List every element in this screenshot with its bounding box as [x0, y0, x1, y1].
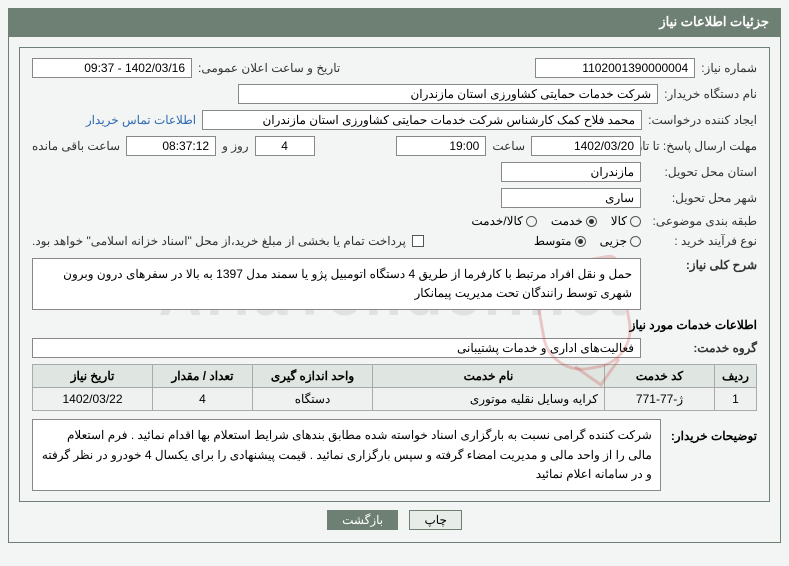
city-label: شهر محل تحویل: — [647, 191, 757, 205]
need-number-label: شماره نیاز: — [701, 61, 757, 75]
outer-frame: شماره نیاز: 1102001390000004 تاریخ و ساع… — [8, 36, 781, 543]
col-header-name: نام خدمت — [373, 365, 605, 388]
cell-radif: 1 — [715, 388, 757, 411]
province-value: مازندران — [501, 162, 641, 182]
city-value: ساری — [501, 188, 641, 208]
process-option-label: متوسط — [534, 234, 572, 248]
details-panel: شماره نیاز: 1102001390000004 تاریخ و ساع… — [19, 47, 770, 502]
radio-icon — [630, 216, 641, 227]
buyer-org-label: نام دستگاه خریدار: — [664, 87, 757, 101]
back-button[interactable]: بازگشت — [327, 510, 398, 530]
row-service-group: گروه خدمت: فعالیت‌های اداری و خدمات پشتی… — [32, 338, 757, 358]
category-radio-group: کالا خدمت کالا/خدمت — [471, 214, 641, 228]
cell-qty: 4 — [153, 388, 253, 411]
page-title: جزئیات اطلاعات نیاز — [659, 14, 769, 29]
cell-code: ژ-77-771 — [605, 388, 715, 411]
service-group-value: فعالیت‌های اداری و خدمات پشتیبانی — [32, 338, 641, 358]
process-option-medium[interactable]: متوسط — [534, 234, 586, 248]
category-option-both[interactable]: کالا/خدمت — [471, 214, 536, 228]
table-header-row: ردیف کد خدمت نام خدمت واحد اندازه گیری ت… — [33, 365, 757, 388]
button-row: چاپ بازگشت — [19, 502, 770, 532]
days-left: 4 — [255, 136, 315, 156]
col-header-radif: ردیف — [715, 365, 757, 388]
radio-icon — [575, 236, 586, 247]
category-option-kala[interactable]: کالا — [611, 214, 641, 228]
col-header-date: تاریخ نیاز — [33, 365, 153, 388]
deadline-time: 19:00 — [396, 136, 486, 156]
radio-icon — [630, 236, 641, 247]
buyer-notes-text: شرکت کننده گرامی نسبت به بارگزاری اسناد … — [32, 419, 661, 491]
cell-name: کرایه وسایل نقلیه موتوری — [373, 388, 605, 411]
hours-left: 08:37:12 — [126, 136, 216, 156]
requester-value: محمد فلاح کمک کارشناس شرکت خدمات حمایتی … — [202, 110, 642, 130]
requester-label: ایجاد کننده درخواست: — [648, 113, 757, 127]
row-process-type: نوع فرآیند خرید : جزیی متوسط پرداخت تمام… — [32, 234, 757, 248]
category-option-label: خدمت — [551, 214, 583, 228]
print-button[interactable]: چاپ — [409, 510, 461, 530]
general-desc-label: شرح کلی نیاز: — [647, 258, 757, 272]
radio-icon — [526, 216, 537, 227]
buyer-notes-label: توضیحات خریدار: — [671, 419, 757, 443]
page-title-bar: جزئیات اطلاعات نیاز — [8, 8, 781, 36]
buyer-contact-link[interactable]: اطلاعات تماس خریدار — [86, 113, 196, 127]
remain-label: ساعت باقی مانده — [32, 139, 120, 153]
col-header-qty: تعداد / مقدار — [153, 365, 253, 388]
general-desc-text: حمل و نقل افراد مرتبط با کارفرما از طریق… — [32, 258, 641, 310]
category-option-label: کالا/خدمت — [471, 214, 522, 228]
row-requester: ایجاد کننده درخواست: محمد فلاح کمک کارشن… — [32, 110, 757, 130]
row-buyer-org: نام دستگاه خریدار: شرکت خدمات حمایتی کشا… — [32, 84, 757, 104]
process-option-label: جزیی — [600, 234, 627, 248]
col-header-code: کد خدمت — [605, 365, 715, 388]
table-row: 1 ژ-77-771 کرایه وسایل نقلیه موتوری دستگ… — [33, 388, 757, 411]
treasury-note: پرداخت تمام یا بخشی از مبلغ خرید،از محل … — [32, 234, 406, 248]
cell-unit: دستگاه — [253, 388, 373, 411]
announce-label: تاریخ و ساعت اعلان عمومی: — [198, 61, 340, 75]
row-city: شهر محل تحویل: ساری — [32, 188, 757, 208]
province-label: استان محل تحویل: — [647, 165, 757, 179]
service-group-label: گروه خدمت: — [647, 341, 757, 355]
row-need-number: شماره نیاز: 1102001390000004 تاریخ و ساع… — [32, 58, 757, 78]
buyer-org-value: شرکت خدمات حمایتی کشاورزی استان مازندران — [238, 84, 658, 104]
announce-value: 1402/03/16 - 09:37 — [32, 58, 192, 78]
radio-icon — [586, 216, 597, 227]
services-table: ردیف کد خدمت نام خدمت واحد اندازه گیری ت… — [32, 364, 757, 411]
category-option-khedmat[interactable]: خدمت — [551, 214, 597, 228]
row-buyer-notes: توضیحات خریدار: شرکت کننده گرامی نسبت به… — [32, 419, 757, 491]
process-label: نوع فرآیند خرید : — [647, 234, 757, 248]
need-number-value: 1102001390000004 — [535, 58, 695, 78]
process-option-minor[interactable]: جزیی — [600, 234, 641, 248]
process-radio-group: جزیی متوسط — [534, 234, 641, 248]
category-label: طبقه بندی موضوعی: — [647, 214, 757, 228]
services-section-title: اطلاعات خدمات مورد نیاز — [32, 318, 757, 332]
row-category: طبقه بندی موضوعی: کالا خدمت کالا/خدمت — [32, 214, 757, 228]
row-province: استان محل تحویل: مازندران — [32, 162, 757, 182]
row-general-desc: شرح کلی نیاز: حمل و نقل افراد مرتبط با ک… — [32, 258, 757, 310]
deadline-time-label: ساعت — [492, 139, 525, 153]
deadline-label: مهلت ارسال پاسخ: تا تاریخ: — [647, 139, 757, 153]
col-header-unit: واحد اندازه گیری — [253, 365, 373, 388]
treasury-checkbox[interactable] — [412, 235, 424, 247]
deadline-date: 1402/03/20 — [531, 136, 641, 156]
row-deadline: مهلت ارسال پاسخ: تا تاریخ: 1402/03/20 سا… — [32, 136, 757, 156]
category-option-label: کالا — [611, 214, 627, 228]
cell-date: 1402/03/22 — [33, 388, 153, 411]
days-label: روز و — [222, 139, 249, 153]
